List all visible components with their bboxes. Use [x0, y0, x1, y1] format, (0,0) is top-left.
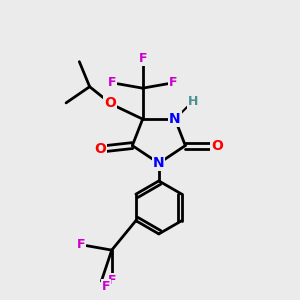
Text: F: F: [138, 52, 147, 65]
Text: N: N: [153, 156, 165, 170]
Text: O: O: [211, 139, 223, 153]
Text: F: F: [169, 76, 177, 89]
Text: O: O: [104, 96, 116, 110]
Text: H: H: [188, 95, 198, 108]
Text: O: O: [94, 142, 106, 155]
Text: F: F: [102, 280, 110, 293]
Text: N: N: [169, 112, 181, 126]
Text: F: F: [107, 274, 116, 287]
Text: F: F: [77, 238, 86, 251]
Text: F: F: [108, 76, 117, 89]
